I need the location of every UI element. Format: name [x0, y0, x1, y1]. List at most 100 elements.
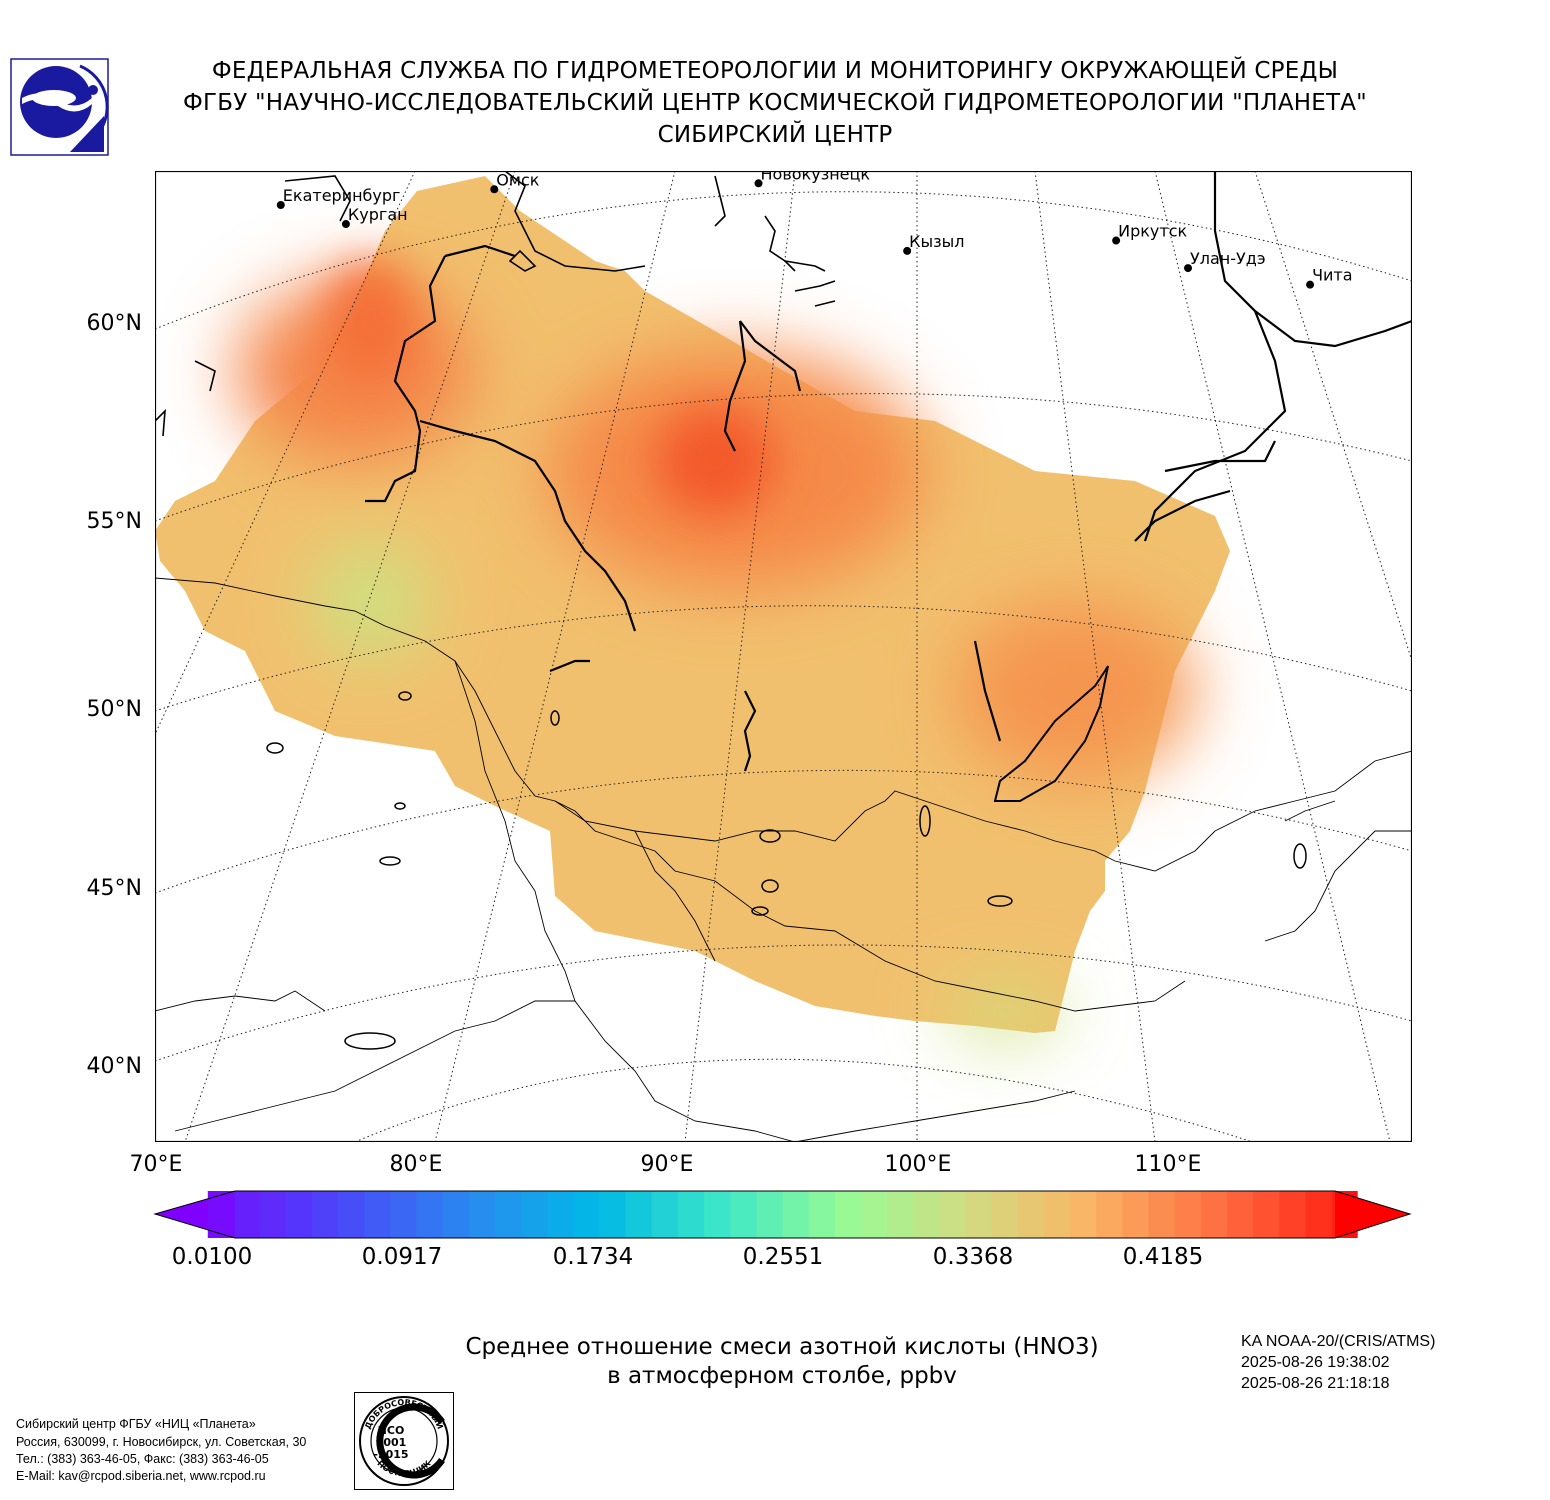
colorbar-cell: [651, 1191, 679, 1238]
city-marker: [1306, 280, 1315, 289]
city-4: Омск: [490, 171, 540, 194]
colorbar-cell: [1096, 1191, 1123, 1238]
city-marker: [341, 220, 350, 229]
colorbar-tick-1: 0.0917: [361, 1244, 443, 1270]
planeta-logo: [10, 58, 109, 156]
colorbar-cell: [1335, 1191, 1410, 1238]
header-institute: ФГБУ "НАУЧНО-ИССЛЕДОВАТЕЛЬСКИЙ ЦЕНТР КОС…: [183, 90, 1367, 116]
header-center: СИБИРСКИЙ ЦЕНТР: [657, 122, 893, 148]
colorbar-cell: [913, 1191, 940, 1238]
stamp-line-2: 9001: [376, 1436, 407, 1449]
colorbar-cell: [311, 1191, 339, 1238]
colorbar-cell: [416, 1191, 444, 1238]
colorbar-cell: [1070, 1191, 1097, 1238]
colorbar-cell: [834, 1191, 862, 1238]
city-marker: [490, 185, 499, 194]
colorbar-cell: [285, 1191, 313, 1238]
colorbar-cell: [259, 1191, 287, 1238]
colorbar-tick-2: 0.1734: [552, 1244, 634, 1270]
header-agency: ФЕДЕРАЛЬНАЯ СЛУЖБА ПО ГИДРОМЕТЕОРОЛОГИИ …: [211, 58, 1339, 84]
colorbar-tick-5: 0.4185: [1122, 1244, 1204, 1270]
colorbar-cell: [494, 1191, 522, 1238]
city-10: Иркутск: [1112, 222, 1188, 245]
lat-label-45: 45°N: [86, 876, 142, 901]
city-label: Чита: [1312, 266, 1353, 285]
city-label: Улан-Удэ: [1190, 249, 1266, 268]
time-start: 2025-08-26 19:38:02: [1241, 1354, 1390, 1371]
lake-baikal: [993, 665, 1109, 802]
map-panel: НорильскХанты-МансийскЕкатеринбургКурган…: [155, 171, 1412, 1142]
colorbar-cell: [1122, 1191, 1150, 1238]
colorbar-cell: [991, 1191, 1019, 1238]
colorbar-cell: [364, 1191, 391, 1238]
colorbar-cell: [625, 1191, 653, 1238]
city-label: Омск: [496, 171, 539, 189]
lat-label-40: 40°N: [86, 1054, 142, 1079]
colorbar-tick-0: 0.0100: [171, 1244, 253, 1270]
city-label: Кызыл: [909, 232, 964, 251]
footer-phone: Тел.: (383) 363-46-05, Факс: (383) 363-4…: [16, 1452, 269, 1466]
city-marker: [276, 200, 285, 209]
product-subtitle: в атмосферном столбе, ppbv: [607, 1363, 957, 1389]
field-low-south: [945, 986, 1065, 1036]
lat-label-60: 60°N: [86, 311, 142, 336]
country-borders: [155, 577, 1412, 1142]
product-title: Среднее отношение смеси азотной кислоты …: [465, 1334, 1099, 1360]
rivers: [365, 171, 1412, 772]
lat-label-50: 50°N: [86, 697, 142, 722]
colorbar-cell: [235, 1191, 261, 1238]
city-label: Иркутск: [1118, 222, 1187, 241]
colorbar-cell: [939, 1191, 967, 1238]
colorbar-cell: [468, 1191, 496, 1238]
colorbar-cell: [730, 1191, 757, 1238]
colorbar-cell: [1305, 1191, 1333, 1238]
colorbar-cell: [887, 1191, 914, 1238]
colorbar-cell: [233, 1191, 235, 1238]
colorbar-tick-3: 0.2551: [742, 1244, 824, 1270]
colorbar-tick-4: 0.3368: [932, 1244, 1014, 1270]
city-12: Чита: [1306, 266, 1353, 289]
lakes: [266, 691, 1307, 1050]
satellite-name: KA NOAA-20/(CRIS/ATMS): [1241, 1333, 1436, 1350]
lon-label-70: 70°E: [129, 1152, 183, 1177]
time-end: 2025-08-26 21:18:18: [1241, 1375, 1390, 1392]
stamp-line-1: ИСО: [378, 1424, 405, 1437]
colorbar-cell: [808, 1191, 836, 1238]
colorbar-cell: [1226, 1191, 1254, 1238]
colorbar-cell: [573, 1191, 600, 1238]
cities-layer: НорильскХанты-МансийскЕкатеринбургКурган…: [276, 171, 1353, 289]
colorbar-cell: [677, 1191, 705, 1238]
colorbar-cell: [1017, 1191, 1045, 1238]
iso-stamp: ДОБРОСОВЕСТНЫЙ ПОСТАВЩИК ИСО 9001 -2015: [354, 1392, 454, 1490]
colorbar-cell: [1200, 1191, 1228, 1238]
colorbar-cell: [390, 1191, 417, 1238]
field-peak: [655, 406, 775, 516]
colorbar-cell: [704, 1191, 731, 1238]
colorbar-cell: [965, 1191, 993, 1238]
field-peak-west: [325, 261, 415, 381]
colorbar-cell: [207, 1191, 235, 1238]
city-label: Екатеринбург: [283, 186, 401, 205]
colorbar-cell: [338, 1191, 365, 1238]
colorbar-cell: [756, 1191, 783, 1238]
colorbar: [153, 1190, 1412, 1239]
footer-email: E-Mail: kav@rcpod.siberia.net, www.rcpod…: [16, 1469, 266, 1483]
colorbar-cell: [1279, 1191, 1306, 1238]
field-low-west: [310, 541, 430, 661]
stamp-line-3: -2015: [373, 1448, 408, 1461]
lat-label-55: 55°N: [86, 509, 142, 534]
colorbar-cell: [442, 1191, 470, 1238]
colorbar-cell: [1043, 1191, 1071, 1238]
field-high-east: [955, 601, 1195, 781]
footer-org: Сибирский центр ФГБУ «НИЦ «Планета»: [16, 1417, 256, 1431]
map-frame: [155, 171, 1412, 1142]
colorbar-cell: [599, 1191, 627, 1238]
colorbar-cell: [782, 1191, 810, 1238]
city-label: Новокузнецк: [761, 171, 871, 183]
lon-label-110: 110°E: [1134, 1152, 1202, 1177]
city-marker: [1112, 236, 1121, 245]
city-marker: [1184, 264, 1193, 273]
city-label: Курган: [348, 205, 408, 224]
city-marker: [754, 179, 763, 188]
city-2: Екатеринбург: [276, 186, 401, 209]
